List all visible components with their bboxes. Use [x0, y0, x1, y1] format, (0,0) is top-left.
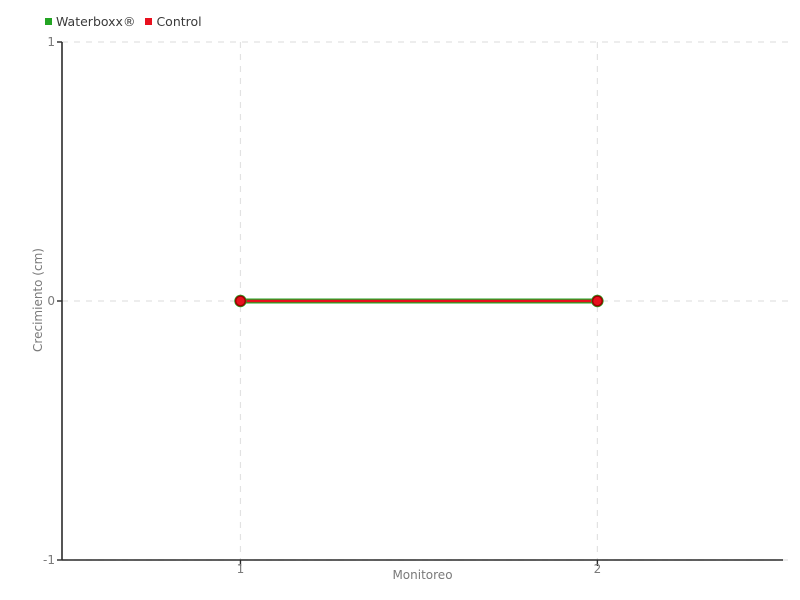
legend-item-waterboxx[interactable]: Waterboxx® — [45, 14, 135, 29]
legend-swatch-waterboxx — [45, 18, 52, 25]
legend-item-control[interactable]: Control — [145, 14, 202, 29]
legend-label-waterboxx: Waterboxx® — [56, 14, 136, 29]
data-point-control[interactable] — [234, 295, 246, 307]
legend-swatch-control — [145, 18, 153, 25]
y-tick-label: -1 — [43, 553, 55, 567]
x-tick-label: 1 — [237, 562, 245, 576]
y-axis-title: Crecimiento (cm) — [31, 248, 45, 352]
x-axis-title: Monitoreo — [392, 568, 453, 582]
y-tick-label: 1 — [47, 35, 55, 49]
chart-legend: Waterboxx® Control — [45, 14, 202, 29]
x-tick-label: 2 — [594, 562, 602, 576]
data-point-control[interactable] — [591, 295, 603, 307]
y-tick-label: 0 — [47, 294, 55, 308]
legend-label-control: Control — [156, 14, 202, 29]
